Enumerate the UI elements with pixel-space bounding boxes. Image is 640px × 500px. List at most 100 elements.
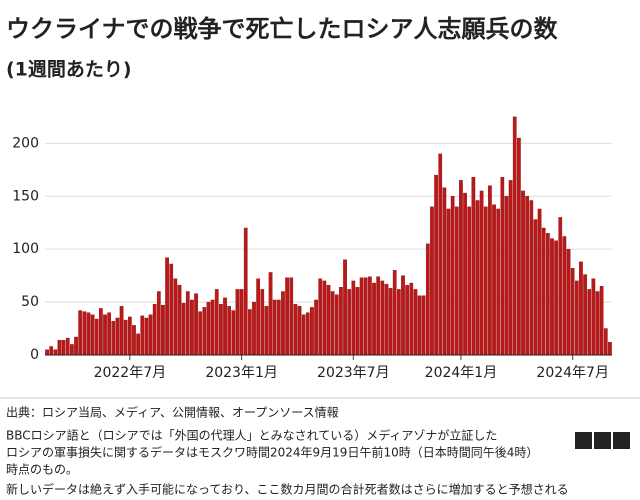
bar (483, 206, 488, 356)
bar (264, 306, 269, 356)
bar (144, 317, 149, 356)
bar (570, 268, 575, 356)
bar (214, 289, 219, 356)
bar (537, 208, 542, 356)
bar (599, 286, 604, 356)
bar (103, 314, 107, 356)
bar (111, 320, 116, 356)
bar (256, 278, 260, 356)
bar (61, 339, 66, 356)
logo-box (575, 432, 592, 449)
logo-letter: B (579, 434, 588, 448)
bar (248, 309, 252, 356)
bar (512, 116, 517, 356)
bar (94, 318, 99, 356)
bar (65, 337, 70, 356)
bar (177, 284, 182, 356)
chart-title: ウクライナでの戦争で死亡したロシア人志願兵の数 (6, 15, 559, 43)
bar (289, 277, 294, 356)
bar (78, 310, 83, 356)
bar (533, 219, 538, 356)
bar (243, 227, 248, 356)
bar (45, 349, 49, 356)
bar (318, 278, 323, 356)
bar (173, 278, 178, 356)
bar (479, 190, 484, 356)
bar (554, 240, 558, 356)
bar (107, 312, 112, 356)
bar (90, 314, 95, 356)
bar (74, 336, 78, 356)
bar (231, 310, 236, 356)
bar (545, 233, 550, 356)
bar (392, 270, 397, 356)
chart-subtitle: (1週間あたり) (6, 59, 132, 81)
bar (558, 217, 563, 356)
y-tick-label: 200 (12, 135, 39, 151)
bar (165, 257, 169, 356)
bar (181, 302, 186, 356)
bar (235, 289, 240, 356)
bar (608, 342, 612, 356)
bar (359, 277, 364, 356)
bar (285, 277, 289, 356)
bar (500, 176, 505, 356)
bar (339, 287, 343, 356)
bar (442, 187, 447, 356)
bar (169, 263, 174, 356)
bar (343, 259, 347, 356)
bar (347, 289, 352, 356)
bar (583, 274, 587, 356)
bar (293, 304, 298, 356)
source-note: ロシアの軍事損失に関するデータはモスクワ時間2024年9月19日午前10時（日本… (6, 445, 538, 460)
bar (53, 349, 58, 356)
bar (587, 289, 592, 356)
bar (421, 295, 426, 356)
bar (310, 307, 314, 356)
x-tick-label: 2023年7月 (317, 365, 390, 381)
bar (239, 289, 244, 356)
bar (219, 304, 223, 356)
bar (566, 248, 571, 356)
x-tick-label: 2024年1月 (425, 365, 498, 381)
bar (401, 275, 405, 356)
bar (202, 307, 207, 356)
bar (119, 306, 124, 356)
bar (268, 272, 273, 356)
bar (368, 276, 372, 356)
bar (463, 192, 467, 356)
bar (380, 280, 385, 356)
logo-box (594, 432, 611, 449)
bar (405, 284, 409, 356)
bar (334, 294, 339, 356)
y-tick-label: 150 (12, 188, 39, 204)
bar (276, 299, 281, 356)
bar (206, 301, 211, 356)
bar (132, 325, 136, 356)
logo-letter: B (598, 434, 607, 448)
bar (227, 306, 232, 356)
bar (322, 280, 327, 356)
bar (388, 288, 393, 356)
x-tick-label: 2023年1月 (205, 365, 278, 381)
bar (185, 291, 190, 356)
bar (471, 176, 476, 356)
x-tick-label: 2022年7月 (94, 365, 167, 381)
bar (504, 196, 509, 356)
bar (57, 339, 62, 356)
source-note: BBCロシア語と（ロシアでは「外国の代理人」とみなされている）メディアゾナが立証… (6, 428, 497, 443)
bar (355, 287, 360, 356)
bar (541, 227, 546, 356)
bar (454, 206, 459, 356)
bar (492, 204, 496, 356)
bar (438, 153, 443, 356)
bar (123, 319, 128, 356)
bar (115, 317, 120, 356)
bar (459, 180, 463, 356)
bar (161, 305, 165, 356)
bar (326, 284, 331, 356)
x-tick-label: 2024年7月 (536, 365, 609, 381)
bar (434, 174, 438, 356)
bar (148, 314, 153, 356)
